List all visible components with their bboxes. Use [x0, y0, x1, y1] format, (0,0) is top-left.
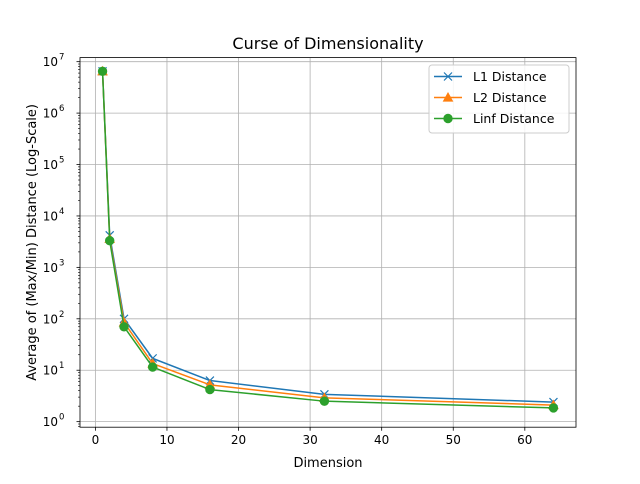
y-tick-label-exponent: 3 — [59, 258, 64, 268]
y-tick-label-base: 10 — [43, 55, 58, 69]
legend-label: L1 Distance — [473, 69, 547, 84]
data-point — [548, 403, 559, 413]
y-tick-label-base: 10 — [43, 312, 58, 326]
series-linf-distance — [97, 66, 559, 413]
grid — [80, 57, 576, 428]
y-tick-label-exponent: 0 — [59, 413, 64, 423]
data-point — [205, 384, 215, 395]
x-tick-label: 10 — [159, 433, 174, 447]
y-tick-label-base: 10 — [43, 107, 58, 121]
x-axis-label: Dimension — [293, 456, 362, 471]
y-tick-label-exponent: 5 — [59, 156, 64, 166]
data-point — [119, 322, 129, 332]
legend-marker — [442, 91, 454, 102]
y-tick-label: 10 — [43, 415, 58, 429]
y-tick-label-exponent: 4 — [59, 207, 64, 217]
data-point — [319, 396, 330, 406]
legend-label: L2 Distance — [473, 90, 547, 105]
y-tick-label-base: 10 — [43, 261, 58, 275]
legend-marker — [443, 72, 453, 81]
legend-entry: L1 Distance — [434, 69, 547, 84]
y-tick-label: 10 — [43, 158, 58, 172]
x-tick-label: 30 — [302, 433, 317, 447]
x-tick-label: 20 — [231, 433, 246, 447]
x-tick-label: 60 — [517, 433, 532, 447]
legend-label: Linf Distance — [473, 111, 555, 126]
data-point — [147, 362, 158, 372]
x-tick-label: 50 — [446, 433, 461, 447]
y-tick-label-base: 10 — [43, 364, 58, 378]
y-tick-label-base: 10 — [43, 209, 58, 223]
legend-entry: Linf Distance — [434, 111, 555, 126]
y-axis-label: Average of (Max/Min) Distance (Log-Scale… — [25, 104, 40, 381]
x-tick-label: 0 — [92, 433, 100, 447]
y-tick-label: 10 — [43, 55, 58, 69]
y-tick-label: 10 — [43, 107, 58, 121]
plot-frame — [79, 57, 577, 428]
series-layer — [97, 65, 559, 413]
y-tick-label-exponent: 6 — [59, 104, 64, 114]
chart-title: Curse of Dimensionality — [232, 34, 423, 53]
y-tick-label-base: 10 — [43, 415, 58, 429]
y-tick-label-base: 10 — [43, 158, 58, 172]
data-point — [97, 66, 108, 76]
y-tick-label-exponent: 2 — [59, 310, 64, 320]
legend: L1 Distance L2 Distance Linf Distance — [428, 64, 570, 134]
y-tick-label: 10 — [43, 364, 58, 378]
y-tick-label: 10 — [43, 312, 58, 326]
y-tick-label-exponent: 1 — [59, 361, 64, 371]
data-point — [105, 236, 115, 246]
y-tick-label: 10 — [43, 261, 58, 275]
legend-marker — [443, 113, 453, 124]
legend-entry: L2 Distance — [434, 90, 547, 105]
y-tick-label: 10 — [43, 209, 58, 223]
x-tick-label: 40 — [374, 433, 389, 447]
y-tick-label-exponent: 7 — [59, 53, 64, 63]
legend-box — [428, 64, 570, 134]
